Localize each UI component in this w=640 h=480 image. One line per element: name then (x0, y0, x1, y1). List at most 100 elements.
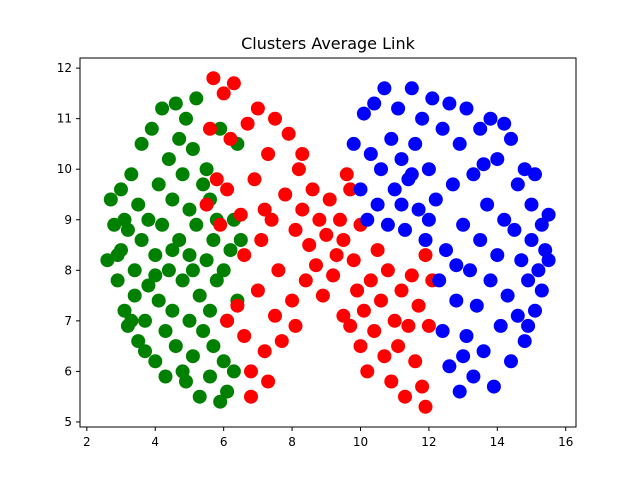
scatter-point-s0-24 (155, 101, 170, 116)
scatter-point-s1-12 (237, 248, 252, 263)
scatter-point-s0-71 (117, 212, 132, 227)
scatter-point-s2-1 (353, 182, 368, 197)
scatter-point-s0-13 (134, 136, 149, 151)
scatter-point-s2-37 (463, 263, 477, 278)
scatter-point-s2-10 (384, 131, 399, 146)
scatter-point-s1-76 (418, 399, 433, 414)
scatter-point-s0-34 (172, 131, 187, 146)
scatter-point-s2-36 (459, 329, 474, 343)
scatter-point-s0-19 (144, 121, 159, 136)
scatter-point-s2-11 (387, 182, 402, 197)
x-tick-label-7: 16 (558, 435, 573, 449)
y-tick-label-0: 5 (64, 415, 72, 429)
scatter-point-s0-22 (151, 177, 166, 192)
points-layer (100, 71, 556, 414)
scatter-point-s0-6 (117, 303, 132, 318)
scatter-point-s0-37 (175, 273, 190, 288)
x-tick-label-4: 10 (353, 435, 368, 449)
scatter-point-s0-3 (110, 273, 125, 288)
scatter-point-s2-40 (469, 298, 484, 313)
scatter-point-s1-20 (254, 233, 269, 247)
scatter-point-s2-41 (473, 121, 488, 136)
scatter-point-s1-21 (257, 344, 272, 359)
scatter-point-s2-28 (442, 96, 457, 111)
scatter-point-s0-77 (124, 313, 139, 328)
scatter-point-s0-54 (203, 369, 217, 384)
scatter-point-s2-9 (380, 217, 395, 232)
scatter-point-s1-62 (380, 263, 395, 278)
scatter-point-s2-47 (486, 379, 501, 394)
scatter-point-s0-36 (175, 167, 190, 182)
scatter-point-s1-51 (346, 253, 361, 268)
scatter-point-s2-16 (404, 81, 419, 96)
scatter-point-s1-17 (247, 172, 262, 187)
scatter-point-s2-13 (394, 152, 409, 167)
scatter-point-s0-33 (168, 339, 183, 354)
scatter-point-s0-40 (182, 202, 197, 217)
scatter-point-s1-59 (370, 243, 385, 258)
scatter-point-s0-32 (168, 96, 183, 111)
scatter-point-s0-30 (165, 192, 180, 207)
scatter-point-s1-25 (268, 308, 282, 323)
scatter-point-s0-68 (233, 233, 248, 247)
scatter-point-s2-75 (497, 116, 512, 131)
scatter-point-s2-20 (418, 233, 433, 247)
scatter-point-s2-12 (391, 101, 406, 116)
scatter-point-s0-74 (165, 243, 180, 258)
scatter-point-s2-65 (528, 167, 542, 182)
scatter-point-s2-72 (421, 212, 436, 227)
scatter-point-s1-24 (264, 212, 279, 227)
scatter-point-s2-46 (483, 111, 498, 126)
scatter-point-s1-63 (384, 374, 399, 389)
scatter-point-s0-11 (127, 288, 142, 303)
x-tick-label-6: 14 (490, 435, 505, 449)
scatter-point-s0-1 (103, 192, 118, 207)
scatter-point-s0-21 (148, 354, 163, 369)
scatter-point-s2-45 (483, 273, 498, 288)
scatter-point-s1-26 (268, 111, 282, 126)
scatter-point-s0-73 (148, 268, 163, 283)
scatter-point-s0-47 (192, 288, 207, 303)
scatter-point-s1-16 (244, 389, 258, 404)
scatter-point-s1-19 (250, 283, 265, 298)
scatter-point-s1-68 (401, 318, 416, 333)
scatter-point-s2-34 (456, 217, 471, 232)
scatter-point-s0-52 (199, 162, 214, 177)
scatter-point-s1-67 (398, 389, 412, 404)
scatter-point-s2-77 (394, 197, 409, 212)
scatter-point-s0-78 (175, 364, 190, 379)
scatter-point-s2-74 (476, 157, 491, 172)
scatter-point-s1-60 (374, 293, 388, 308)
scatter-point-s1-22 (261, 147, 276, 161)
scatter-point-s1-73 (418, 248, 433, 263)
scatter-point-s0-51 (199, 253, 214, 268)
scatter-point-s2-0 (346, 136, 361, 151)
scatter-point-s2-39 (466, 369, 481, 384)
scatter-point-s2-53 (504, 131, 518, 146)
scatter-point-s2-23 (428, 192, 443, 207)
scatter-point-s2-70 (541, 207, 556, 222)
scatter-point-s2-67 (534, 217, 549, 232)
scatter-point-s0-18 (141, 278, 156, 293)
scatter-point-s1-55 (356, 303, 371, 318)
y-tick-label-1: 6 (64, 364, 72, 378)
scatter-point-s1-7 (220, 313, 235, 328)
scatter-point-s1-53 (353, 339, 368, 354)
scatter-point-s1-40 (312, 212, 327, 227)
scatter-point-s1-79 (257, 202, 272, 217)
scatter-point-s1-71 (411, 298, 426, 313)
scatter-point-s2-32 (452, 136, 467, 151)
scatter-point-s1-9 (226, 76, 241, 91)
scatter-point-s1-32 (288, 222, 303, 237)
scatter-point-s1-18 (250, 101, 265, 116)
scatter-point-s0-25 (155, 217, 170, 232)
scatter-point-s2-48 (490, 248, 505, 263)
scatter-point-s0-48 (192, 389, 207, 404)
scatter-point-s0-42 (182, 248, 197, 263)
scatter-point-s0-27 (158, 369, 173, 384)
scatter-point-s2-17 (408, 136, 423, 151)
scatter-point-s0-15 (138, 313, 152, 328)
scatter-point-s1-52 (350, 283, 365, 298)
scatter-point-s1-1 (203, 121, 217, 136)
